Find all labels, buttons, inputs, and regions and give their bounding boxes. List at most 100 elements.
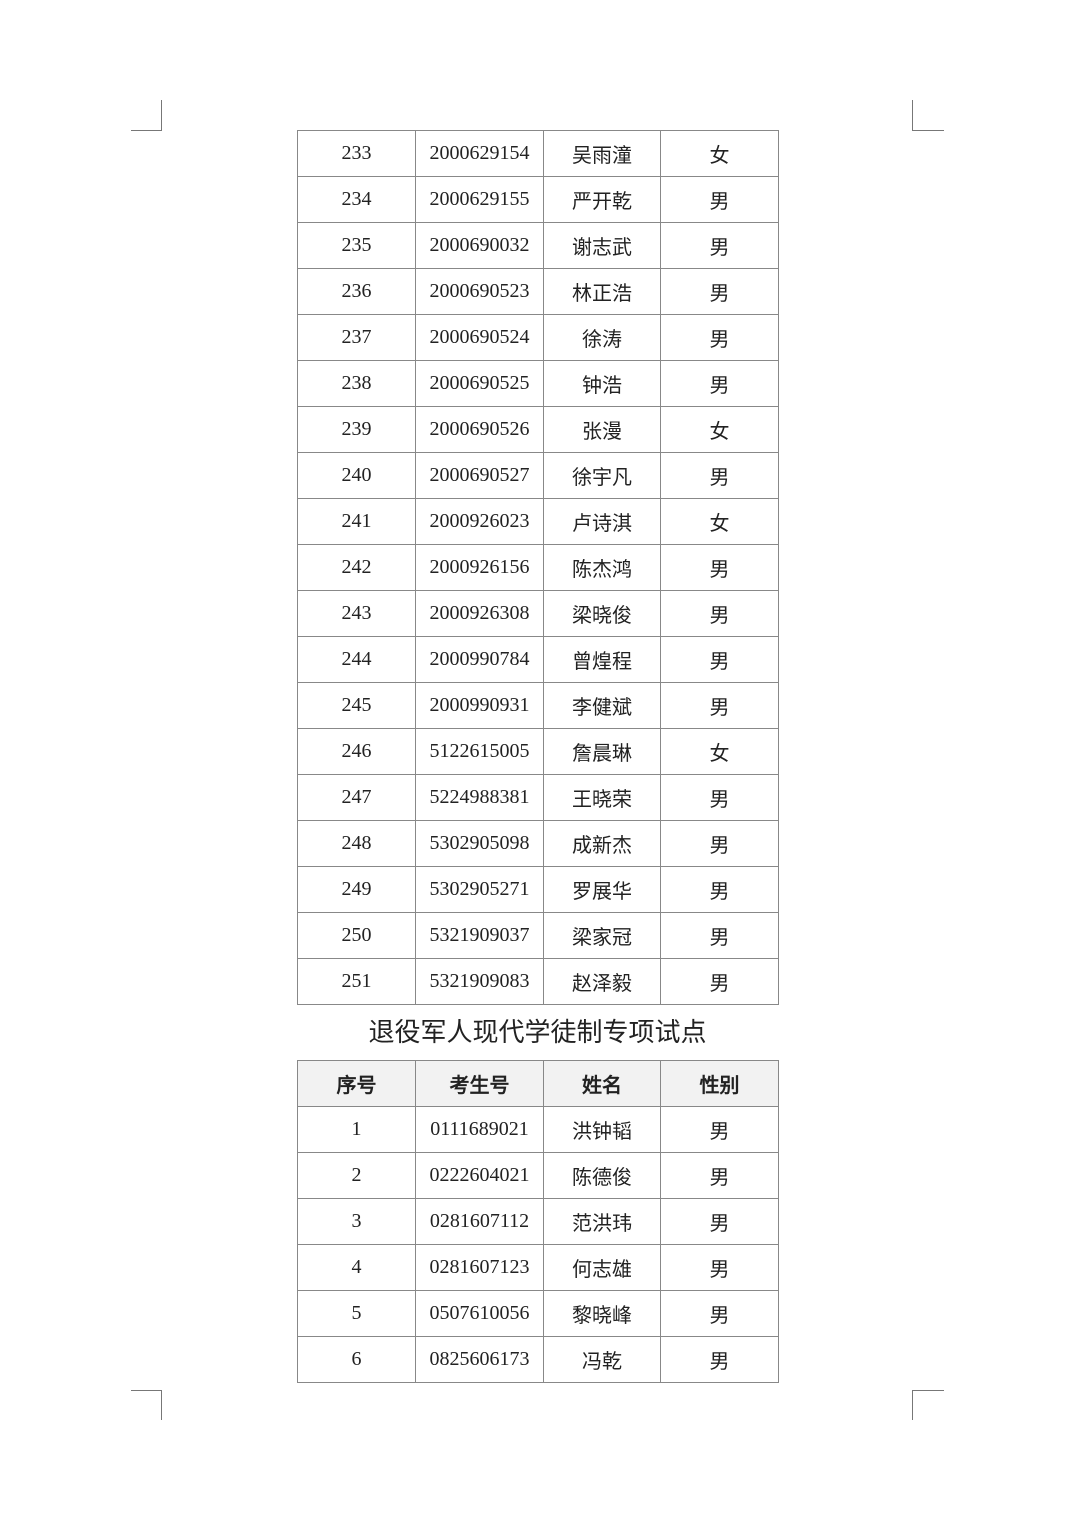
cell-gender: 男 — [660, 360, 779, 407]
cell-gender: 男 — [660, 682, 779, 729]
cell-exam-number: 0281607123 — [415, 1244, 544, 1291]
header-name: 姓名 — [543, 1060, 661, 1107]
cell-index: 244 — [297, 636, 416, 683]
cell-exam-number: 0222604021 — [415, 1152, 544, 1199]
cell-name: 卢诗淇 — [543, 498, 661, 545]
cell-exam-number: 2000690526 — [415, 406, 544, 453]
section-title: 退役军人现代学徒制专项试点 — [368, 1018, 707, 1048]
cell-gender: 女 — [660, 728, 779, 775]
cell-exam-number: 2000926156 — [415, 544, 544, 591]
cell-name: 梁家冠 — [543, 912, 661, 959]
cell-index: 242 — [297, 544, 416, 591]
cell-exam-number: 2000690032 — [415, 222, 544, 269]
cell-exam-number: 2000990784 — [415, 636, 544, 683]
table-row: 247 5224988381 王晓荣男 — [297, 774, 779, 821]
cell-index: 239 — [297, 406, 416, 453]
cell-index: 3 — [297, 1198, 416, 1245]
cell-name: 陈杰鸿 — [543, 544, 661, 591]
cell-gender: 男 — [660, 314, 779, 361]
cell-index: 4 — [297, 1244, 416, 1291]
cell-gender: 男 — [660, 268, 779, 315]
table-row: 5 0507610056 黎晓峰男 — [297, 1290, 779, 1337]
cell-index: 251 — [297, 958, 416, 1005]
cell-name: 吴雨潼 — [543, 130, 661, 177]
cell-name: 谢志武 — [543, 222, 661, 269]
table-row: 245 2000990931 李健斌男 — [297, 682, 779, 729]
cell-index: 247 — [297, 774, 416, 821]
cell-exam-number: 5321909083 — [415, 958, 544, 1005]
cell-exam-number: 2000690524 — [415, 314, 544, 361]
table-row: 234 2000629155 严开乾男 — [297, 176, 779, 223]
crop-mark — [912, 1390, 944, 1391]
table-row: 250 5321909037 梁家冠男 — [297, 912, 779, 959]
cell-exam-number: 2000926023 — [415, 498, 544, 545]
cell-gender: 女 — [660, 130, 779, 177]
table-row: 3 0281607112 范洪玮男 — [297, 1198, 779, 1245]
cell-gender: 男 — [660, 1336, 779, 1383]
cell-exam-number: 2000690525 — [415, 360, 544, 407]
header-gender: 性别 — [660, 1060, 779, 1107]
cell-index: 241 — [297, 498, 416, 545]
cell-gender: 男 — [660, 1106, 779, 1153]
cell-gender: 男 — [660, 1152, 779, 1199]
cell-gender: 男 — [660, 912, 779, 959]
table-row: 237 2000690524 徐涛男 — [297, 314, 779, 361]
crop-mark — [912, 100, 913, 130]
cell-exam-number: 5302905271 — [415, 866, 544, 913]
cell-exam-number: 0281607112 — [415, 1198, 544, 1245]
cell-name: 詹晨琳 — [543, 728, 661, 775]
table-row: 243 2000926308 梁晓俊男 — [297, 590, 779, 637]
cell-gender: 男 — [660, 1198, 779, 1245]
cell-name: 张漫 — [543, 406, 661, 453]
cell-exam-number: 2000990931 — [415, 682, 544, 729]
cell-index: 5 — [297, 1290, 416, 1337]
cell-index: 246 — [297, 728, 416, 775]
cell-index: 245 — [297, 682, 416, 729]
cell-index: 236 — [297, 268, 416, 315]
cell-name: 赵泽毅 — [543, 958, 661, 1005]
cell-index: 2 — [297, 1152, 416, 1199]
crop-mark — [161, 1390, 162, 1420]
cell-name: 徐涛 — [543, 314, 661, 361]
table-row: 244 2000990784 曾煌程男 — [297, 636, 779, 683]
crop-mark — [912, 130, 944, 131]
header-exam-number: 考生号 — [415, 1060, 544, 1107]
cell-name: 曾煌程 — [543, 636, 661, 683]
cell-index: 1 — [297, 1106, 416, 1153]
cell-gender: 男 — [660, 820, 779, 867]
table-row: 235 2000690032 谢志武男 — [297, 222, 779, 269]
cell-name: 钟浩 — [543, 360, 661, 407]
cell-name: 洪钟韬 — [543, 1106, 661, 1153]
table-header-row: 序号 考生号 姓名 性别 — [297, 1060, 779, 1107]
cell-index: 248 — [297, 820, 416, 867]
cell-gender: 男 — [660, 1290, 779, 1337]
table-row: 249 5302905271 罗展华男 — [297, 866, 779, 913]
table-row: 242 2000926156 陈杰鸿男 — [297, 544, 779, 591]
cell-gender: 男 — [660, 176, 779, 223]
veterans-apprenticeship-table: 序号 考生号 姓名 性别 1 0111689021 洪钟韬男 2 0222604021 陈… — [297, 1060, 779, 1383]
cell-gender: 男 — [660, 452, 779, 499]
header-index: 序号 — [297, 1060, 416, 1107]
cell-gender: 女 — [660, 406, 779, 453]
table-row: 241 2000926023 卢诗淇女 — [297, 498, 779, 545]
cell-gender: 男 — [660, 544, 779, 591]
table-row: 240 2000690527 徐宇凡男 — [297, 452, 779, 499]
cell-gender: 男 — [660, 774, 779, 821]
cell-name: 成新杰 — [543, 820, 661, 867]
crop-mark — [161, 100, 162, 130]
cell-name: 梁晓俊 — [543, 590, 661, 637]
cell-index: 243 — [297, 590, 416, 637]
cell-exam-number: 2000690527 — [415, 452, 544, 499]
table-row: 6 0825606173 冯乾男 — [297, 1336, 779, 1383]
table-row: 239 2000690526 张漫女 — [297, 406, 779, 453]
cell-name: 罗展华 — [543, 866, 661, 913]
crop-mark — [131, 1390, 162, 1391]
table-row: 233 2000629154 吴雨潼女 — [297, 130, 779, 177]
cell-gender: 男 — [660, 222, 779, 269]
cell-name: 徐宇凡 — [543, 452, 661, 499]
cell-gender: 男 — [660, 590, 779, 637]
table-row: 238 2000690525 钟浩男 — [297, 360, 779, 407]
cell-index: 237 — [297, 314, 416, 361]
cell-gender: 男 — [660, 866, 779, 913]
cell-exam-number: 0825606173 — [415, 1336, 544, 1383]
